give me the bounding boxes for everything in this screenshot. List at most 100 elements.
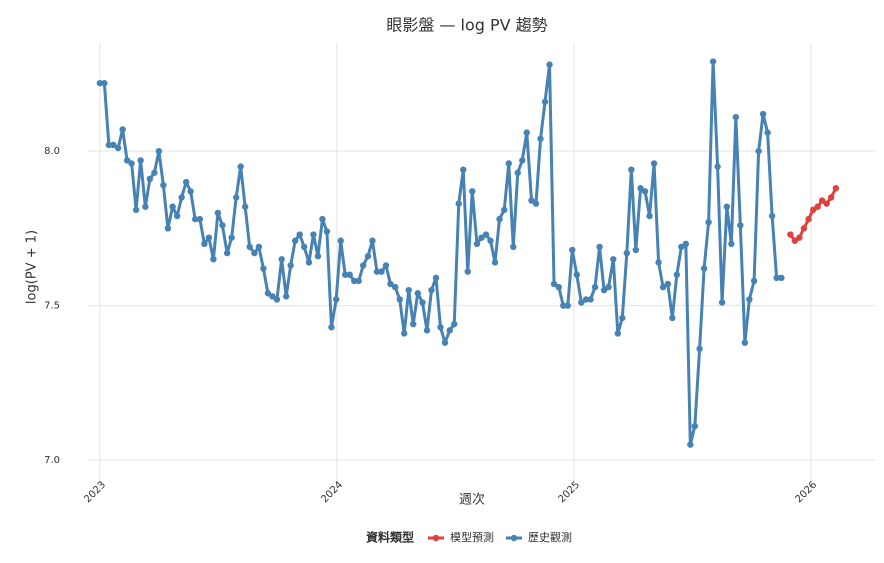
data-point	[282, 293, 290, 300]
legend-label: 歷史觀測	[528, 530, 572, 544]
data-point	[119, 126, 126, 133]
y-axis-label: log(PV + 1)	[25, 230, 40, 304]
data-point	[246, 243, 253, 251]
data-point	[255, 243, 263, 251]
data-point	[287, 262, 294, 269]
data-point	[537, 135, 544, 142]
y-tick-label: 7.0	[44, 455, 60, 466]
x-tick-label: 2026	[793, 479, 819, 505]
data-point	[437, 324, 444, 331]
data-point	[637, 185, 644, 192]
data-point	[232, 194, 240, 201]
data-point	[759, 110, 767, 118]
data-point	[351, 277, 358, 285]
data-point	[169, 203, 176, 210]
data-point	[746, 296, 753, 303]
data-point	[505, 160, 512, 167]
data-point	[314, 252, 322, 260]
data-point	[300, 243, 308, 251]
data-point	[196, 215, 204, 223]
data-point	[310, 231, 317, 238]
data-point	[469, 188, 476, 195]
data-point	[814, 203, 821, 210]
data-point	[164, 225, 172, 232]
data-point	[360, 262, 367, 269]
data-point	[341, 271, 349, 278]
data-point	[569, 246, 576, 254]
data-point	[664, 280, 672, 288]
data-point	[328, 324, 335, 331]
data-point	[210, 256, 217, 263]
data-point	[237, 163, 244, 170]
data-point	[728, 240, 735, 248]
data-point	[369, 237, 376, 244]
data-point	[564, 302, 571, 309]
data-point	[514, 169, 521, 176]
data-point	[496, 215, 503, 223]
data-point	[364, 252, 372, 260]
data-point	[750, 277, 758, 285]
data-point	[260, 265, 267, 272]
data-point	[392, 283, 399, 291]
data-point	[818, 197, 826, 204]
data-point	[241, 203, 249, 210]
data-point	[809, 206, 817, 214]
data-point	[214, 209, 222, 217]
data-point	[296, 231, 303, 238]
data-point	[528, 197, 535, 204]
data-point	[160, 181, 167, 189]
data-point	[191, 215, 199, 223]
data-point	[405, 286, 412, 294]
legend-title: 資料類型	[366, 530, 414, 545]
data-point	[355, 277, 362, 285]
data-point	[682, 240, 690, 248]
data-point	[378, 268, 385, 275]
data-point	[501, 206, 508, 214]
data-point	[687, 441, 694, 448]
data-point	[737, 222, 744, 229]
data-point	[173, 212, 181, 220]
data-point	[332, 296, 340, 303]
data-point	[655, 259, 662, 266]
legend-swatch-dot	[432, 534, 440, 542]
data-point	[591, 283, 599, 291]
data-point	[137, 157, 144, 164]
data-point	[768, 212, 776, 220]
data-point	[778, 274, 785, 282]
data-point	[832, 185, 840, 192]
data-point	[305, 259, 313, 266]
data-point	[560, 302, 567, 309]
data-point	[187, 188, 194, 195]
data-point	[205, 234, 213, 241]
data-point	[523, 129, 530, 136]
data-point	[337, 237, 344, 244]
data-point	[373, 268, 381, 275]
data-point	[596, 243, 603, 251]
data-point	[219, 222, 226, 229]
data-point	[478, 234, 485, 241]
data-point	[700, 265, 708, 272]
data-point	[432, 274, 440, 282]
data-point	[755, 147, 762, 155]
data-point	[201, 240, 208, 248]
data-point	[101, 79, 108, 87]
data-point	[623, 249, 631, 257]
data-point	[473, 240, 481, 248]
data-point	[532, 200, 540, 207]
data-point	[428, 286, 435, 294]
data-point	[550, 280, 558, 288]
data-point	[696, 345, 703, 353]
data-point	[423, 327, 431, 334]
data-point	[578, 299, 585, 306]
data-point	[587, 296, 594, 303]
data-point	[273, 296, 281, 303]
data-point	[646, 212, 653, 220]
data-point	[182, 178, 190, 186]
data-point	[659, 283, 667, 291]
data-point	[673, 271, 681, 278]
data-point	[805, 215, 812, 223]
legend-swatch-dot	[510, 534, 518, 542]
data-point	[178, 194, 185, 201]
data-point	[105, 141, 113, 149]
